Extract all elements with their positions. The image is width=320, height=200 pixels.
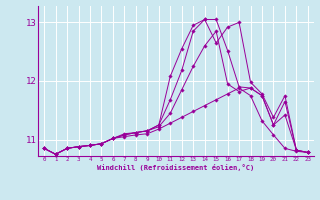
X-axis label: Windchill (Refroidissement éolien,°C): Windchill (Refroidissement éolien,°C) — [97, 164, 255, 171]
